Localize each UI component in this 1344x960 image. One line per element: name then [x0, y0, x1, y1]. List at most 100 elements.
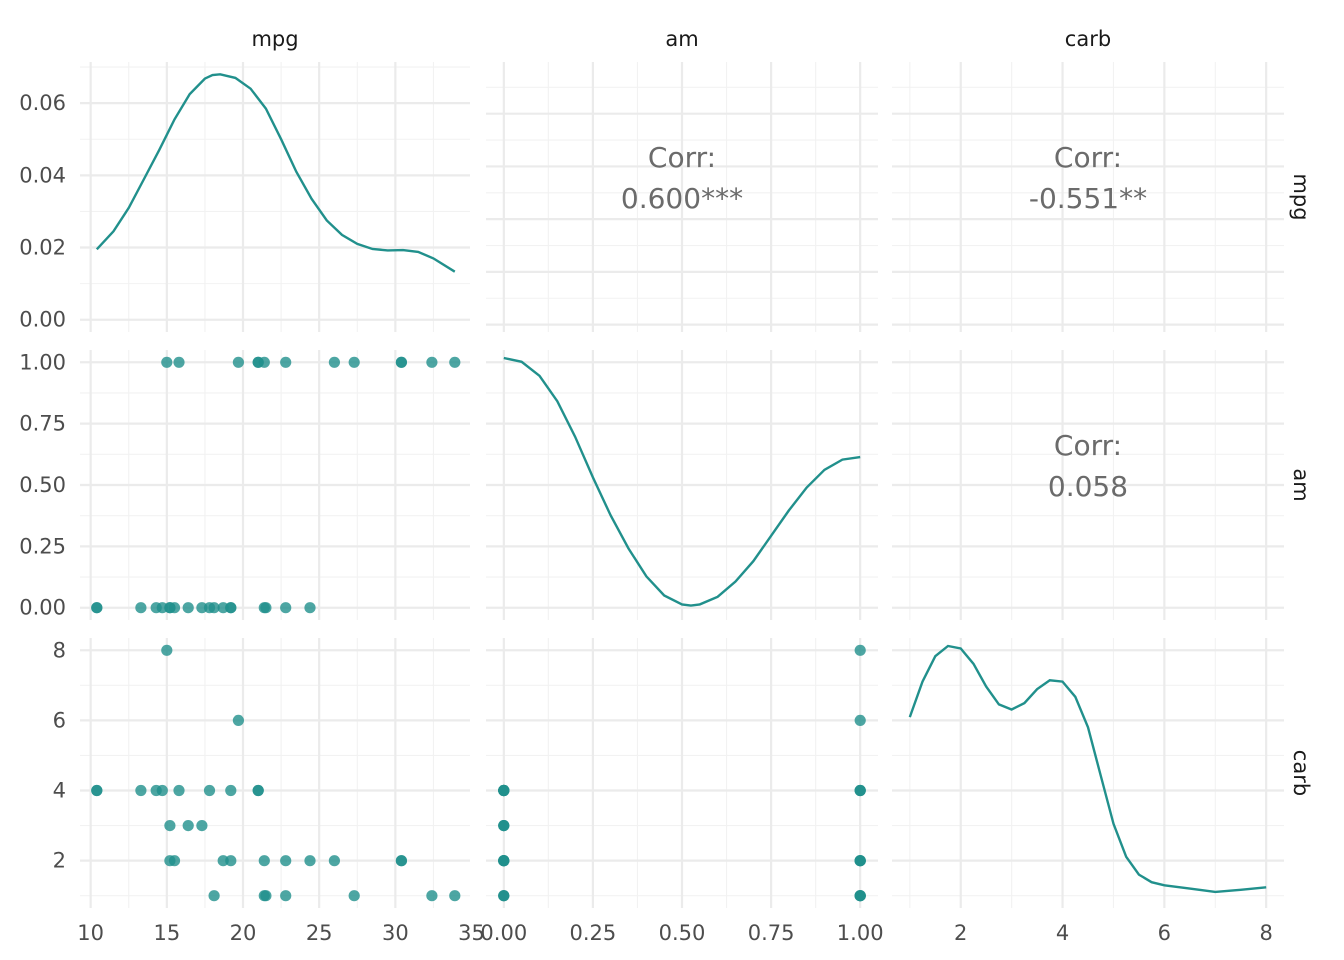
strip-label-top-am: am — [665, 27, 698, 51]
x-tick-label: 10 — [77, 921, 104, 945]
panel-grid-carb-mpg — [80, 638, 470, 908]
y-tick-label: 8 — [53, 638, 66, 662]
x-tick-label: 0.50 — [659, 921, 706, 945]
corr-value: 0.058 — [1048, 470, 1128, 503]
density-curve-carb — [908, 644, 1267, 894]
point-am-mpg — [164, 602, 176, 614]
point-am-mpg — [161, 356, 173, 368]
point-am-mpg — [173, 356, 185, 368]
x-tick-label: 30 — [382, 921, 409, 945]
point-carb-am — [854, 784, 866, 797]
strip-label-top-mpg: mpg — [251, 27, 298, 51]
point-carb-mpg — [252, 784, 264, 797]
strip-label-right-carb: carb — [1289, 750, 1313, 796]
x-tick-label: 4 — [1056, 921, 1069, 945]
x-tick-label: 6 — [1158, 921, 1171, 945]
strip-label-right-mpg: mpg — [1289, 173, 1313, 220]
point-am-mpg — [449, 356, 461, 368]
point-carb-mpg — [182, 820, 194, 832]
point-carb-mpg — [173, 784, 185, 797]
point-carb-mpg — [348, 890, 360, 902]
point-carb-mpg — [135, 784, 147, 797]
point-am-mpg — [135, 602, 147, 614]
panel-grid-mpg-mpg — [80, 62, 470, 332]
point-carb-mpg — [156, 784, 168, 797]
scatter-carb-vs-am — [498, 644, 866, 902]
panel-grid-carb-carb — [892, 638, 1284, 908]
point-carb-mpg — [280, 855, 292, 867]
panel-grid-mpg-carb — [892, 62, 1284, 332]
point-carb-mpg — [426, 890, 438, 902]
point-am-mpg — [304, 602, 316, 614]
point-carb-mpg — [208, 890, 220, 902]
panel-grid-am-am — [486, 350, 878, 620]
density-curve-mpg — [95, 73, 456, 273]
panel-grid-am-mpg — [80, 350, 470, 620]
y-tick-label: 1.00 — [19, 350, 66, 374]
y-tick-label: 4 — [53, 779, 66, 803]
point-carb-am — [498, 855, 510, 867]
point-carb-mpg — [203, 784, 216, 797]
point-carb-mpg — [225, 855, 237, 867]
y-tick-label: 0.00 — [19, 308, 66, 332]
x-tick-label: 2 — [954, 921, 967, 945]
x-tick-label: 20 — [230, 921, 257, 945]
y-tick-label: 0.06 — [19, 91, 66, 115]
point-am-mpg — [395, 356, 407, 368]
scatter-am-vs-mpg — [91, 356, 461, 614]
corr-label: Corr: — [1054, 429, 1122, 462]
point-carb-mpg — [328, 855, 340, 867]
corr-value: -0.551** — [1029, 182, 1147, 215]
point-am-mpg — [260, 602, 272, 614]
y-tick-label: 0.02 — [19, 236, 66, 260]
point-am-mpg — [280, 602, 292, 614]
point-carb-am — [498, 820, 510, 832]
point-am-mpg — [182, 602, 194, 614]
point-carb-am — [498, 890, 510, 902]
point-carb-mpg — [395, 855, 407, 867]
y-tick-label: 0.25 — [19, 534, 66, 558]
y-tick-label: 2 — [53, 849, 66, 873]
point-carb-mpg — [164, 855, 176, 867]
point-am-mpg — [196, 602, 208, 614]
x-tick-label: 0.00 — [480, 921, 527, 945]
y-tick-label: 0.50 — [19, 473, 66, 497]
point-carb-mpg — [304, 855, 316, 867]
x-tick-label: 8 — [1259, 921, 1272, 945]
corr-label: Corr: — [648, 141, 716, 174]
point-carb-am — [854, 855, 866, 867]
point-carb-mpg — [280, 890, 292, 902]
x-tick-label: 15 — [153, 921, 180, 945]
corr-label: Corr: — [1054, 141, 1122, 174]
x-tick-label: 35 — [458, 921, 485, 945]
point-carb-mpg — [232, 714, 244, 727]
panel-grid-mpg-am — [486, 62, 878, 332]
x-tick-label: 0.75 — [748, 921, 795, 945]
corr-value: 0.600*** — [621, 182, 743, 215]
point-am-mpg — [91, 602, 103, 614]
strip-label-right-am: am — [1289, 468, 1313, 501]
x-tick-label: 0.25 — [570, 921, 617, 945]
point-carb-mpg — [258, 855, 270, 867]
point-carb-mpg — [164, 820, 176, 832]
panel-grid-am-carb — [892, 350, 1284, 620]
point-carb-mpg — [91, 784, 103, 797]
strip-label-top-carb: carb — [1065, 27, 1111, 51]
panel-grid-carb-am — [486, 638, 878, 908]
point-carb-am — [498, 784, 510, 797]
point-carb-am — [854, 714, 866, 727]
point-am-mpg — [225, 602, 237, 614]
point-carb-am — [854, 644, 866, 656]
y-tick-label: 0.75 — [19, 412, 66, 436]
point-am-mpg — [258, 356, 270, 368]
y-tick-label: 6 — [53, 708, 66, 732]
point-am-mpg — [280, 356, 292, 368]
scatter-carb-vs-mpg — [91, 644, 461, 902]
point-carb-mpg — [260, 890, 272, 902]
point-carb-mpg — [161, 644, 173, 656]
x-tick-label: 1.00 — [837, 921, 884, 945]
point-carb-am — [854, 890, 866, 902]
point-carb-mpg — [449, 890, 461, 902]
point-carb-mpg — [196, 820, 208, 832]
